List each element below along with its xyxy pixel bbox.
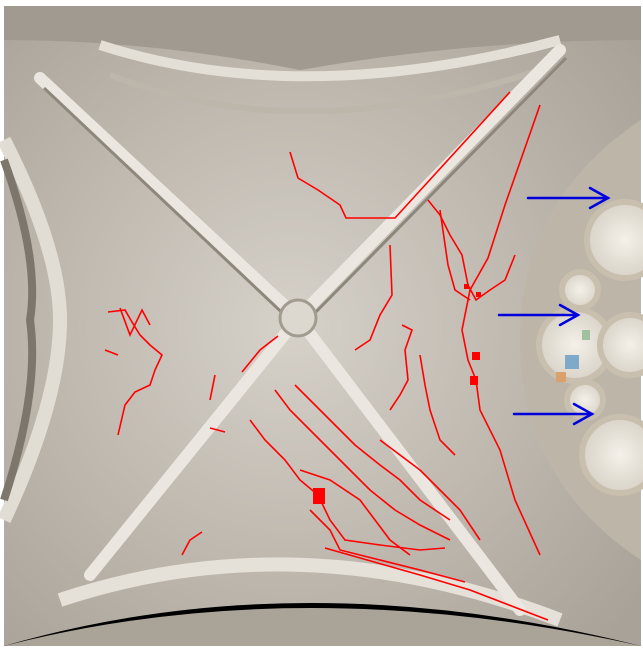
glass-pane bbox=[582, 330, 590, 340]
body bbox=[0, 0, 643, 650]
marker bbox=[476, 292, 481, 297]
window-lobe bbox=[582, 417, 643, 493]
marker bbox=[472, 352, 480, 360]
glass-pane bbox=[556, 372, 566, 382]
window-lobe bbox=[567, 382, 603, 418]
marker bbox=[464, 284, 469, 289]
boss bbox=[280, 300, 316, 336]
window-lobe bbox=[600, 315, 643, 375]
marker bbox=[313, 488, 325, 504]
window-lobe bbox=[562, 272, 598, 308]
window-lobe bbox=[587, 202, 643, 278]
page: {} html, body { margin: 0; padding: 0; w… bbox=[0, 0, 643, 650]
marker bbox=[470, 376, 478, 385]
vault-photo bbox=[0, 0, 643, 650]
glass-pane bbox=[565, 355, 579, 369]
